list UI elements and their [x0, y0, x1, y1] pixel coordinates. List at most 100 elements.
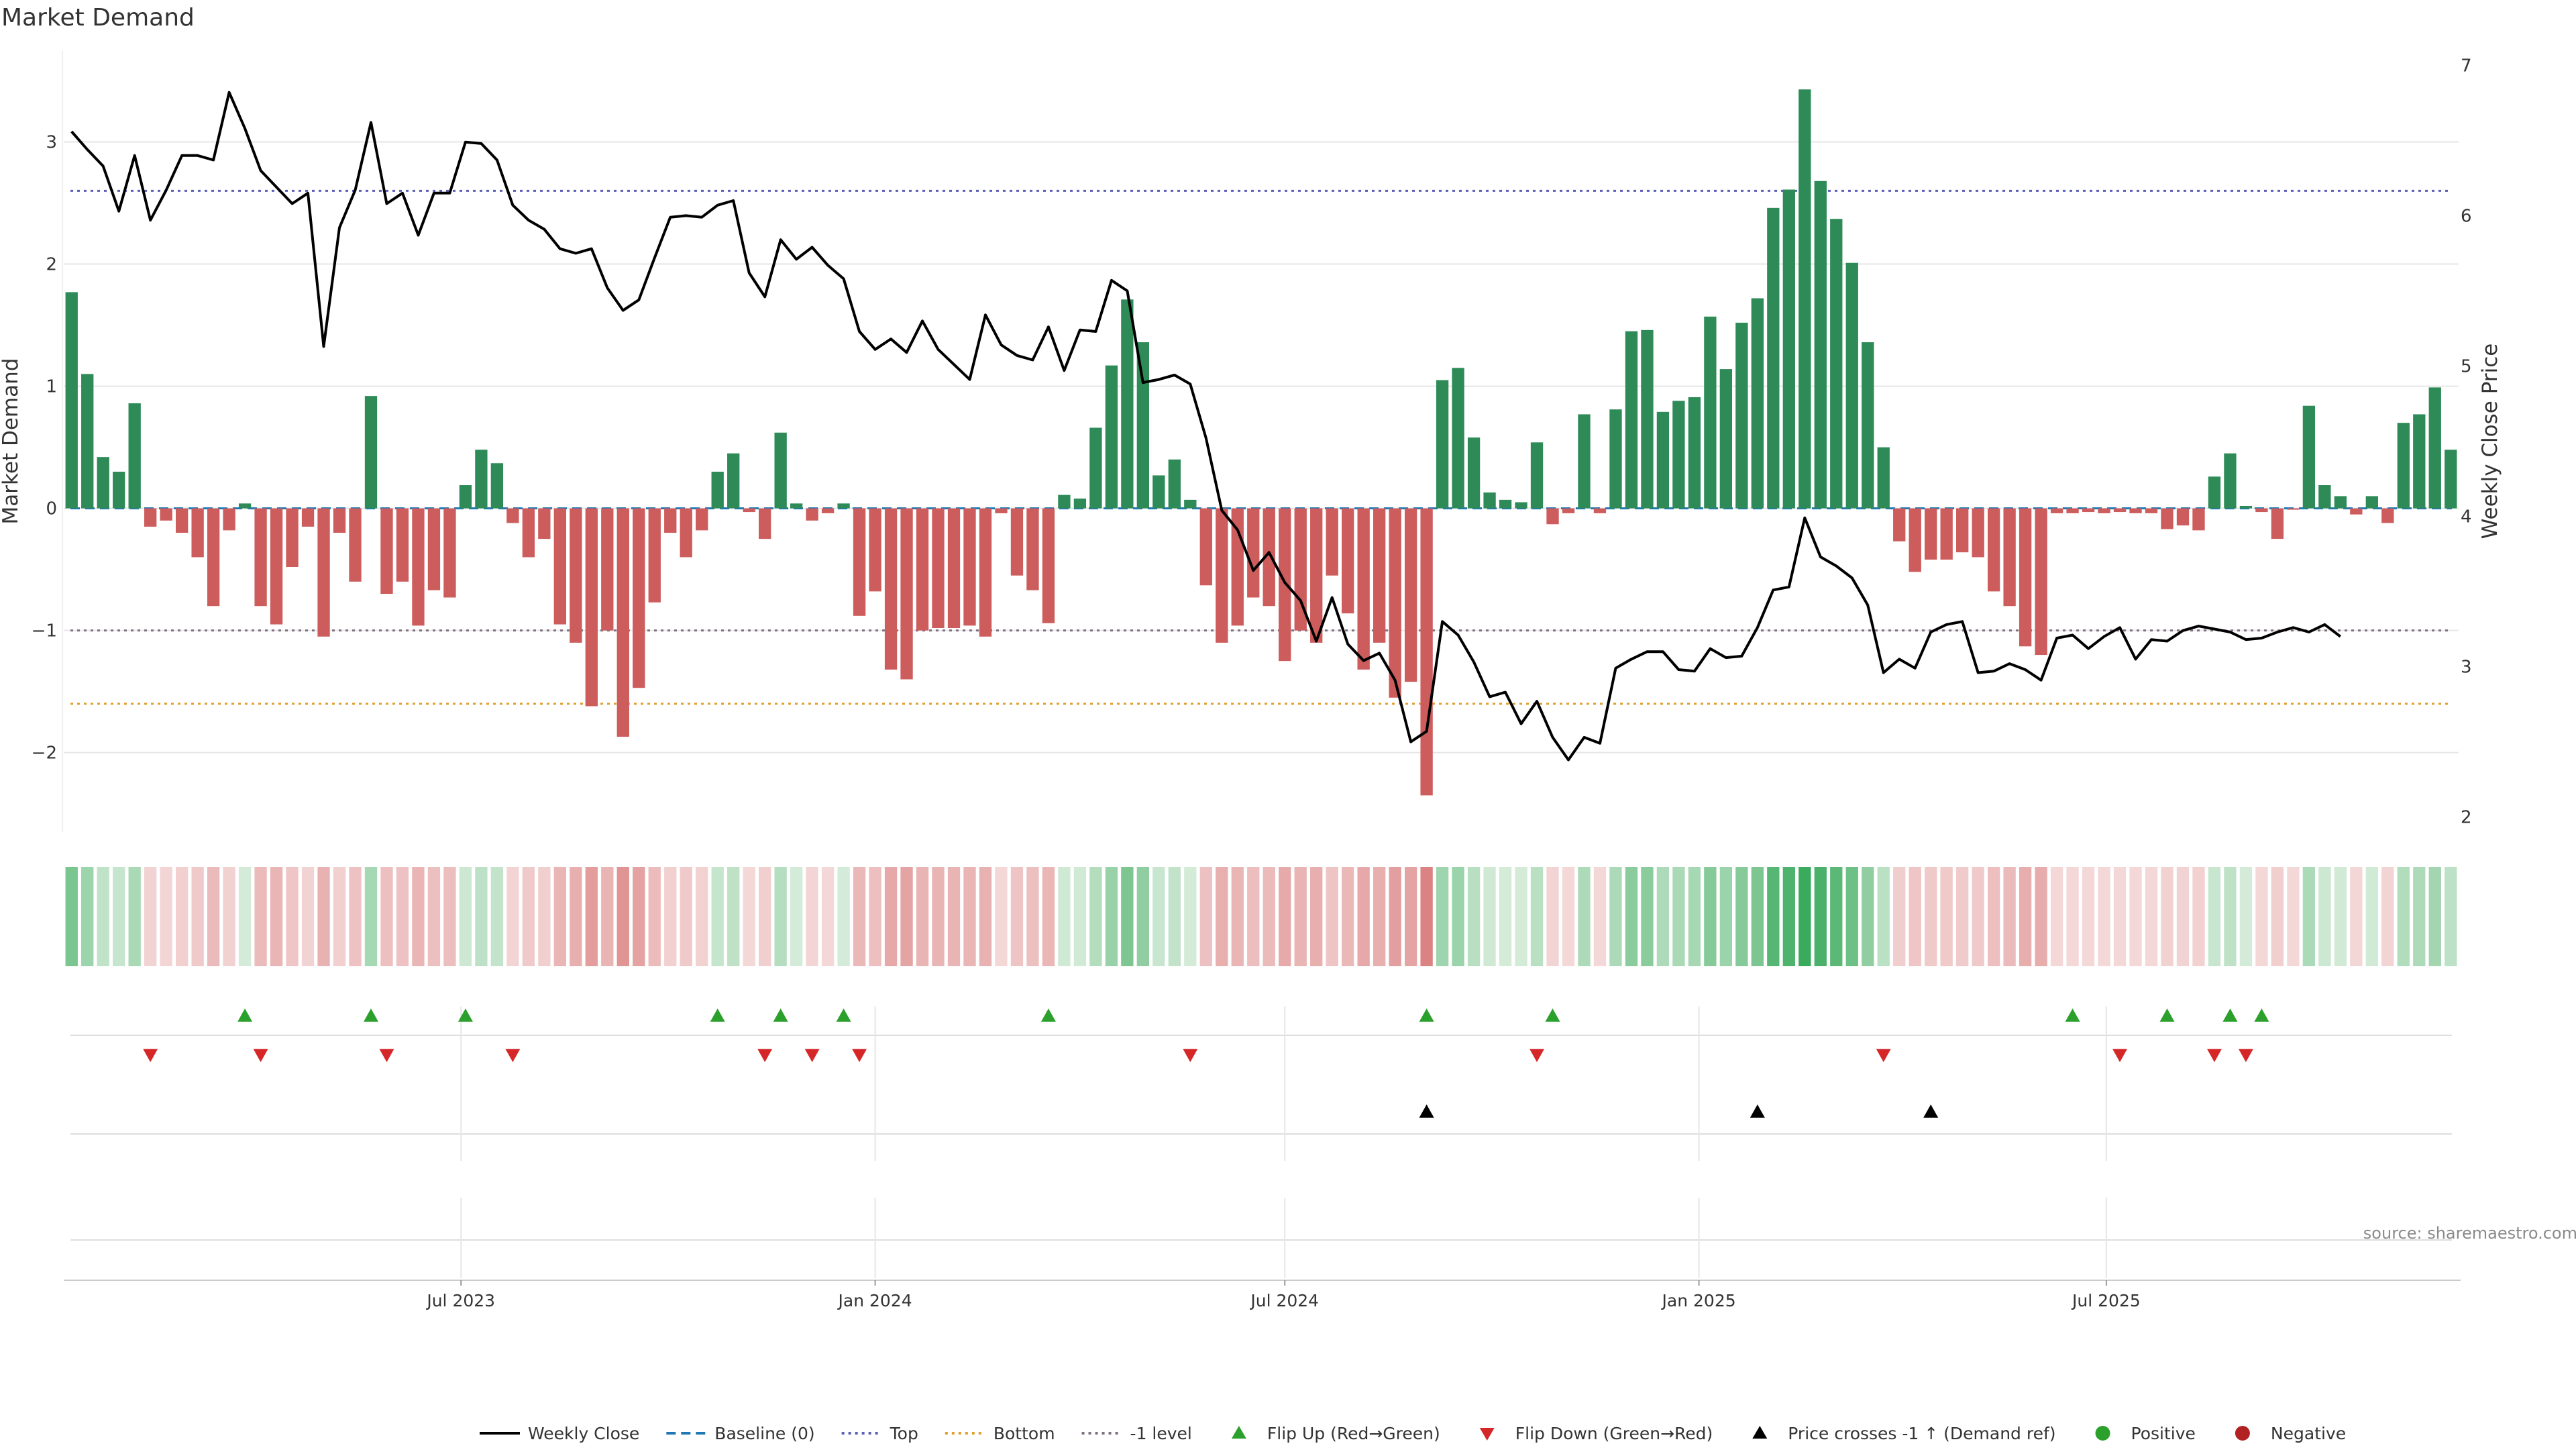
demand-bar-negative [1593, 508, 1607, 513]
demand-bar-positive [1688, 397, 1701, 509]
strip-cell-negative [806, 867, 818, 966]
y-tick-label: −2 [32, 743, 57, 764]
demand-bar-positive [2302, 405, 2316, 509]
strip-cell-negative [412, 867, 425, 966]
legend-label: Negative [2271, 1424, 2346, 1443]
legend-label: Bottom [994, 1424, 1055, 1443]
strip-cell-negative [853, 867, 866, 966]
flip-down-marker [1529, 1049, 1545, 1062]
strip-cell-positive [2208, 867, 2221, 966]
chart-title: Market Demand [1, 4, 195, 32]
y2-tick-label: 7 [2461, 56, 2472, 76]
strip-cell-negative [2145, 867, 2158, 966]
legend-item: Flip Up (Red→Green) [1231, 1424, 1440, 1443]
demand-bar-negative [821, 508, 835, 513]
demand-bar-positive [1530, 442, 1544, 509]
strip-cell-positive [1184, 867, 1197, 966]
demand-bar-negative [270, 508, 283, 625]
demand-bar-positive [1782, 189, 1795, 509]
legend-swatch [1231, 1426, 1246, 1439]
x-tick-label: Jul 2025 [2071, 1291, 2141, 1310]
demand-bar-positive [790, 503, 803, 509]
strip-cell-negative [443, 867, 456, 966]
flip-up-marker [2065, 1008, 2080, 1022]
strip-cell-positive [1578, 867, 1591, 966]
strip-cell-positive [2397, 867, 2410, 966]
demand-bar-negative [947, 508, 961, 629]
flip-up-marker [1545, 1008, 1560, 1022]
strip-cell-negative [380, 867, 393, 966]
demand-bar-negative [2287, 508, 2300, 510]
y-axis-label: Market Demand [0, 358, 23, 525]
strip-cell-negative [900, 867, 913, 966]
flip-down-marker [757, 1049, 773, 1062]
legend-item: Negative [2235, 1424, 2346, 1443]
flip-down-marker [253, 1049, 268, 1062]
strip-cell-negative [1231, 867, 1244, 966]
y2-axis-label: Weekly Close Price [2478, 344, 2502, 539]
strip-cell-positive [711, 867, 724, 966]
strip-cell-negative [2176, 867, 2190, 966]
x-tick-label: Jul 2023 [425, 1291, 495, 1310]
strip-cell-positive [1515, 867, 1527, 966]
demand-bar-negative [2381, 508, 2394, 523]
strip-cell-negative [1972, 867, 1984, 966]
demand-bar-positive [364, 396, 378, 509]
demand-bar-negative [1972, 508, 1984, 558]
legend-item: Top [841, 1424, 918, 1443]
strip-cell-negative [1216, 867, 1228, 966]
flip-up-marker [2222, 1008, 2238, 1022]
demand-bar-positive [1625, 331, 1638, 509]
strip-cell-positive [490, 867, 504, 966]
strip-cell-negative [995, 867, 1008, 966]
legend-item: Baseline (0) [666, 1424, 815, 1443]
strip-cell-positive [1499, 867, 1512, 966]
strip-cell-negative [680, 867, 692, 966]
strip-cell-positive [459, 867, 472, 966]
demand-bar-positive [128, 403, 141, 509]
strip-cell-negative [1593, 867, 1607, 966]
strip-cell-negative [1893, 867, 1906, 966]
strip-cell-positive [2365, 867, 2378, 966]
legend-swatch [1752, 1426, 1768, 1439]
strip-cell-negative [223, 867, 235, 966]
legend-label: -1 level [1130, 1424, 1192, 1443]
strip-cell-negative [1326, 867, 1338, 966]
price-cross-marker [1419, 1104, 1434, 1118]
strip-cell-positive [1751, 867, 1764, 966]
y2-tick-label: 2 [2461, 808, 2472, 828]
demand-bar-positive [2239, 505, 2253, 509]
strip-cell-negative [1562, 867, 1575, 966]
demand-bar-negative [2050, 508, 2063, 513]
strip-cell-positive [1767, 867, 1780, 966]
demand-bar-negative [175, 508, 189, 533]
strip-cell-negative [979, 867, 992, 966]
strip-cell-positive [1152, 867, 1165, 966]
flip-up-marker [2159, 1008, 2175, 1022]
flip-up-marker [237, 1008, 253, 1022]
strip-cell-negative [349, 867, 362, 966]
demand-bar-negative [1294, 508, 1307, 631]
flip-down-marker [379, 1049, 394, 1062]
demand-bar-positive [2428, 387, 2441, 509]
demand-bar-positive [1704, 316, 1717, 509]
strip-cell-positive [1845, 867, 1858, 966]
demand-bar-positive [1767, 207, 1780, 509]
strip-cell-negative [1546, 867, 1559, 966]
price-cross-marker [1750, 1104, 1765, 1118]
demand-bar-negative [2082, 508, 2095, 513]
demand-bar-negative [427, 508, 441, 590]
strip-cell-positive [113, 867, 125, 966]
demand-bar-negative [333, 508, 346, 533]
y-tick-label: 0 [46, 499, 57, 519]
demand-heat-strip [65, 867, 2457, 966]
legend: Weekly Close Baseline (0) Top Bottom -1 leve… [480, 1424, 2346, 1443]
demand-bar-positive [1073, 499, 1087, 509]
strip-cell-negative [2287, 867, 2300, 966]
strip-cell-positive [1625, 867, 1638, 966]
strip-cell-negative [2161, 867, 2174, 966]
strip-cell-positive [1452, 867, 1464, 966]
strip-cell-negative [160, 867, 172, 966]
